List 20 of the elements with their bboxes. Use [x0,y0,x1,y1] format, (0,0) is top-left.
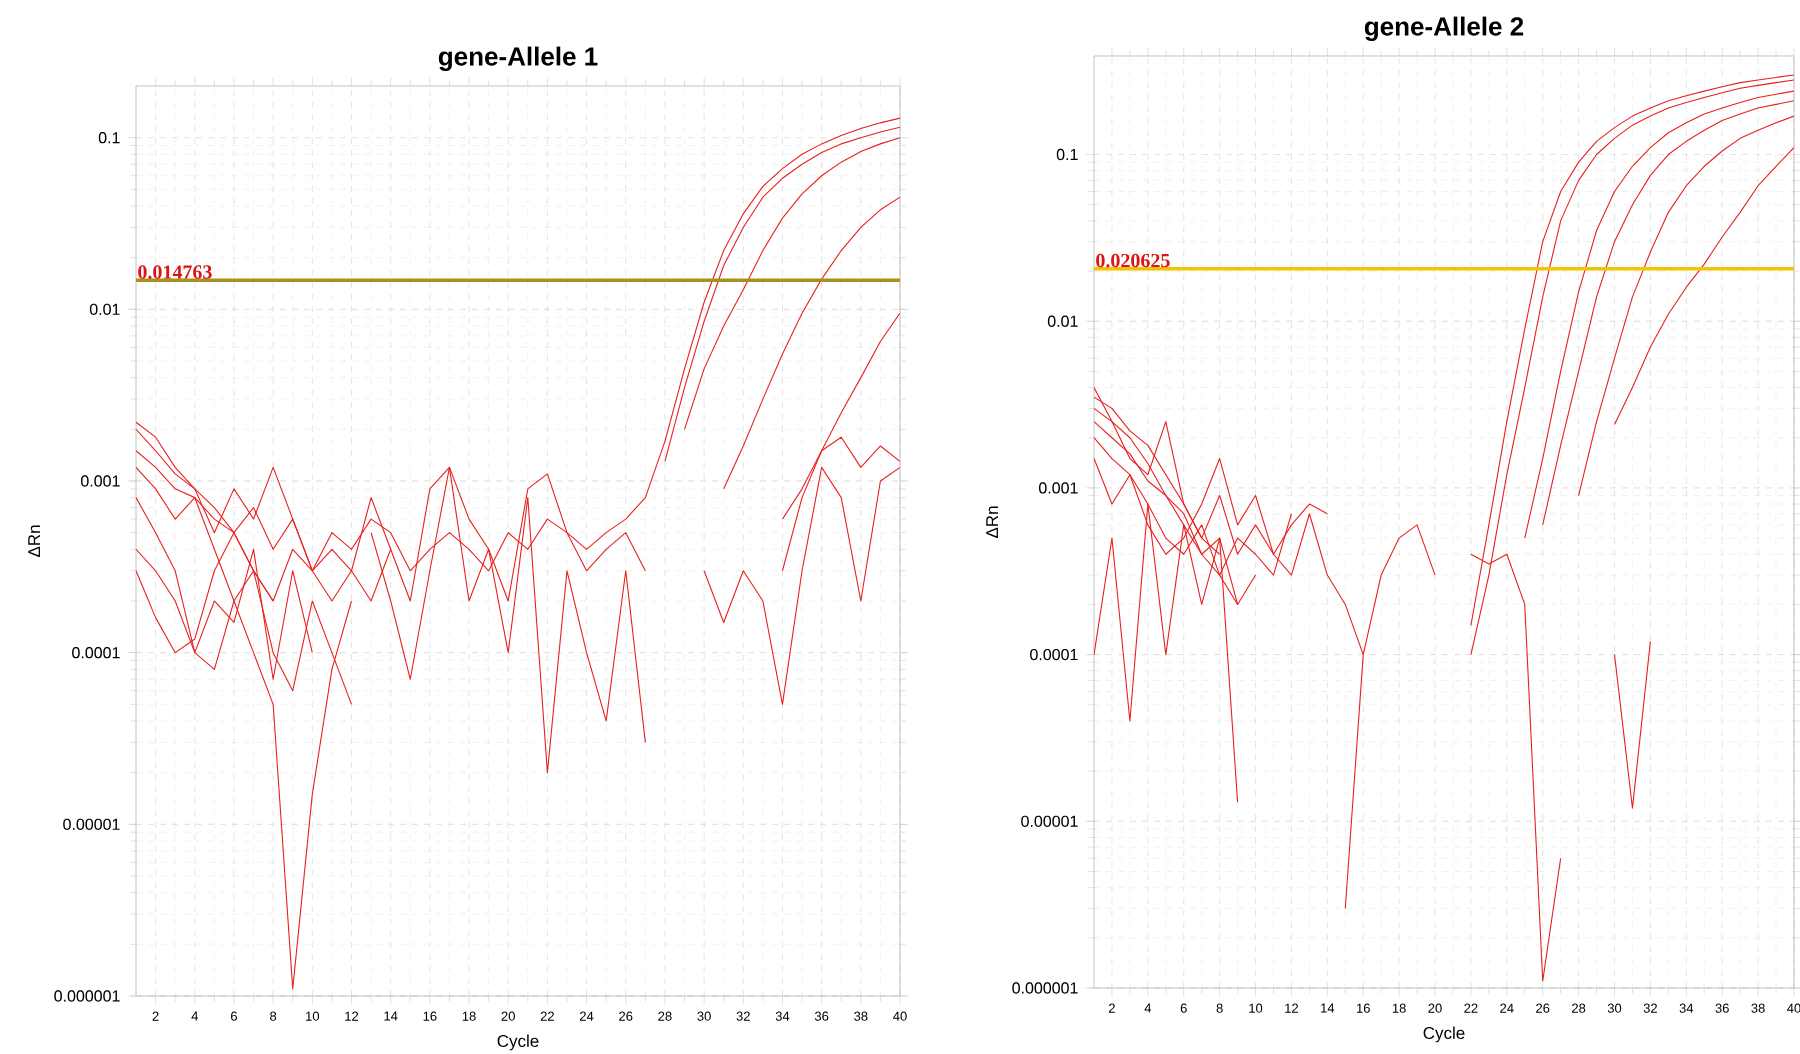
y-tick-label: 0.1 [98,132,120,144]
y-tick-label: 0.000001 [54,990,120,1002]
y-axis-title: ΔRn [986,506,998,539]
ref-line-label: 0.014763 [138,265,212,279]
x-axis-title: Cycle [1423,1026,1465,1043]
y-tick-label: 0.0001 [1030,648,1078,661]
y-tick-label: 0.01 [1047,315,1078,327]
y-axis-title: ΔRn [28,525,40,558]
y-tick-label: 0.000001 [1012,982,1078,994]
y-tick-label: 0.1 [1056,148,1078,161]
chart-title: gene-Allele 1 [438,46,598,71]
y-tick-label: 0.01 [89,303,120,315]
x-axis-title: Cycle [497,1034,539,1051]
y-tick-label: 0.0001 [72,647,120,659]
y-tick-label: 0.001 [81,475,120,487]
chart-title: gene-Allele 2 [1364,16,1524,41]
y-tick-label: 0.00001 [63,818,120,830]
ref-line-label: 0.020625 [1096,253,1170,268]
y-tick-label: 0.00001 [1021,815,1078,827]
y-tick-label: 0.001 [1038,482,1078,494]
